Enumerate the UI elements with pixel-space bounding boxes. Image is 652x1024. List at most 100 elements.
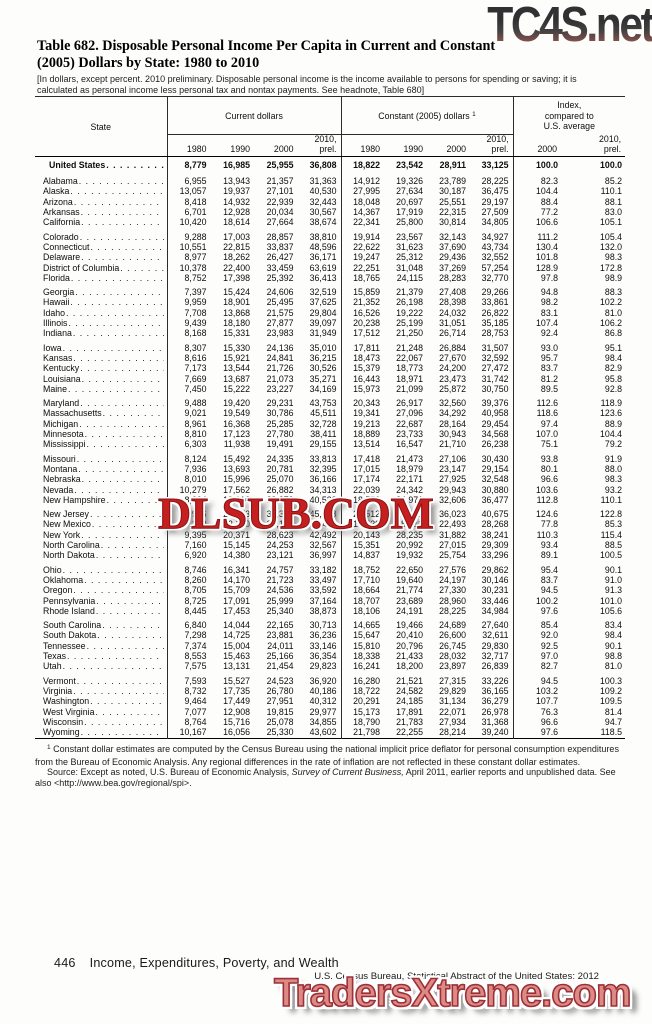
- value-cell: 20,343: [340, 398, 385, 409]
- value-cell: 15,810: [340, 640, 385, 652]
- value-cell: 27,106: [439, 453, 467, 464]
- dot-leader: . . . . . . . . . . . . . . . . . . . . …: [95, 605, 164, 616]
- state-row: New Hampshire . . . . . . . . . . . . . …: [35, 494, 625, 506]
- state-name-cell: Florida . . . . . . . . . . . . . . . . …: [35, 273, 167, 283]
- value-cell: 27,015: [439, 540, 467, 551]
- value-cell: 18,822: [340, 156, 385, 173]
- state-name: District of Columbia: [43, 262, 120, 273]
- dot-leader: . . . . . . . . . . . . . . . . . . . . …: [76, 675, 164, 686]
- state-name-cell: Texas . . . . . . . . . . . . . . . . . …: [35, 651, 167, 661]
- value-cell: 28,225: [481, 175, 509, 186]
- value-cell: 38,674: [309, 217, 337, 228]
- value-cell: 13,140: [223, 519, 250, 530]
- value-cell: 32,340: [266, 509, 294, 520]
- table-title: Table 682. Disposable Personal Income Pe…: [37, 38, 612, 71]
- dot-leader: . . . . . . . . . . . . . . . . . . . . …: [76, 453, 164, 464]
- dot-leader: . . . . . . . . . . . . . . . . . . . . …: [66, 651, 164, 662]
- value-cell: 16,368: [223, 418, 250, 429]
- value-cell: 25,955: [266, 159, 294, 170]
- value-cell: 13,131: [223, 661, 250, 672]
- dot-leader: . . . . . . . . . . . . . . . . . . . . …: [95, 550, 164, 561]
- value-cell: 18,180: [223, 318, 250, 329]
- watermark-middle: DLSUB.COM: [157, 489, 434, 538]
- state-row: District of Columbia . . . . . . . . . .…: [35, 262, 625, 273]
- value-cell: 43,734: [481, 241, 509, 252]
- value-cell: 25,495: [266, 297, 294, 308]
- value-cell: 33,459: [266, 262, 294, 273]
- value-cell: 12,908: [223, 706, 250, 717]
- value-cell: 28,753: [481, 328, 509, 339]
- value-cell: 21,521: [396, 675, 424, 686]
- value-cell: 100.3: [600, 675, 623, 686]
- value-cell: 19,549: [223, 408, 250, 419]
- dot-leader: . . . . . . . . . . . . . . . . . . . . …: [96, 595, 163, 606]
- state-row: North Dakota . . . . . . . . . . . . . .…: [35, 550, 625, 561]
- value-cell: 81.0: [604, 661, 623, 672]
- value-cell: 7,593: [166, 675, 211, 686]
- value-cell: 20,193: [266, 519, 294, 530]
- value-cell: 18,707: [340, 595, 385, 606]
- value-cell: 98.4: [604, 630, 623, 641]
- dot-leader: . . . . . . . . . . . . . . . . . . . . …: [62, 342, 164, 353]
- value-cell: 109.2: [600, 685, 623, 696]
- state-row: Alaska . . . . . . . . . . . . . . . . .…: [35, 186, 625, 197]
- state-row: Connecticut . . . . . . . . . . . . . . …: [35, 241, 625, 253]
- value-cell: 29,231: [266, 398, 294, 409]
- value-cell: 103.6: [512, 484, 562, 495]
- value-cell: 7,243: [166, 519, 211, 530]
- state-name-cell: Georgia . . . . . . . . . . . . . . . . …: [35, 287, 167, 297]
- group-header-constant-label: Constant (2005) dollars: [378, 110, 470, 121]
- dot-leader: . . . . . . . . . . . . . . . . . . . . …: [90, 241, 163, 252]
- value-cell: 18,722: [340, 685, 385, 697]
- value-cell: 10,279: [166, 484, 211, 495]
- value-cell: 33,813: [309, 453, 337, 464]
- value-cell: 34,313: [309, 484, 337, 495]
- value-cell: 110.1: [600, 494, 623, 505]
- value-cell: 15,921: [223, 352, 250, 363]
- value-cell: 30,880: [481, 484, 509, 495]
- value-cell: 107.7: [512, 696, 562, 707]
- value-cell: 27,330: [439, 585, 467, 596]
- state-row: Mississippi . . . . . . . . . . . . . . …: [35, 439, 625, 450]
- value-cell: 38,810: [309, 231, 337, 242]
- value-cell: 39,097: [309, 318, 337, 329]
- value-cell: 24,191: [396, 605, 424, 616]
- state-name: South Carolina: [43, 620, 102, 631]
- state-row: Montana . . . . . . . . . . . . . . . . …: [35, 463, 625, 475]
- value-cell: 29,901: [396, 509, 424, 520]
- value-cell: 19,491: [266, 439, 294, 450]
- value-cell: 15,647: [340, 630, 385, 641]
- state-name: Colorado: [43, 231, 79, 242]
- state-name: Wyoming: [43, 727, 80, 738]
- value-cell: 30,713: [309, 620, 337, 631]
- value-cell: 26,978: [481, 706, 509, 717]
- value-cell: 9,395: [166, 529, 211, 541]
- value-cell: 10,966: [166, 509, 211, 520]
- state-row: Kansas . . . . . . . . . . . . . . . . .…: [35, 352, 625, 364]
- value-cell: 21,783: [396, 717, 424, 727]
- value-cell: 92.8: [604, 383, 623, 394]
- value-cell: 36,171: [309, 252, 337, 263]
- value-cell: 27,634: [396, 186, 424, 197]
- state-name-cell: New Mexico . . . . . . . . . . . . . . .…: [35, 519, 167, 529]
- value-cell: 17,453: [223, 605, 250, 616]
- value-cell: 95.8: [604, 373, 623, 384]
- value-cell: 96.6: [512, 717, 562, 728]
- dot-leader: . . . . . . . . . . . . . . . . . . . . …: [81, 529, 163, 540]
- value-cell: 32,548: [481, 474, 509, 485]
- value-cell: 32,143: [439, 231, 467, 242]
- value-cell: 19,932: [396, 550, 424, 561]
- dot-leader: . . . . . . . . . . . . . . . . . . . . …: [79, 418, 163, 429]
- value-cell: 115.4: [600, 529, 623, 540]
- value-cell: 27,670: [439, 352, 467, 363]
- value-cell: 28,398: [439, 297, 467, 308]
- dot-leader: . . . . . . . . . . . . . . . . . . . . …: [73, 352, 163, 363]
- value-cell: 25,754: [439, 550, 467, 561]
- value-cell: 92.0: [512, 630, 562, 641]
- state-name: Massachusetts: [43, 408, 102, 419]
- state-name-cell: Maine . . . . . . . . . . . . . . . . . …: [35, 384, 167, 394]
- state-name: Tennessee: [43, 640, 86, 651]
- value-cell: 22,341: [340, 217, 385, 228]
- value-cell: 128.9: [512, 262, 562, 273]
- value-cell: 20,034: [266, 207, 294, 218]
